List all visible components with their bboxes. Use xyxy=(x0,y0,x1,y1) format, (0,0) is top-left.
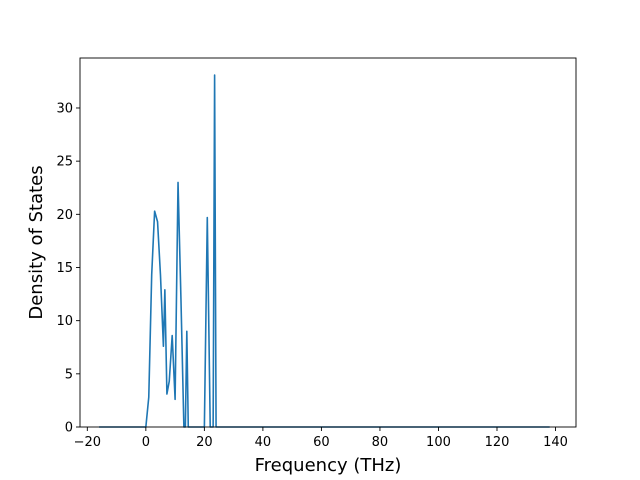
y-tick-label: 10 xyxy=(56,314,73,329)
x-tick-label: 80 xyxy=(372,435,389,450)
x-tick-label: 120 xyxy=(485,435,510,450)
x-tick-label: 0 xyxy=(142,435,150,450)
y-tick-label: 20 xyxy=(56,208,73,223)
y-tick-label: 30 xyxy=(56,101,73,116)
x-axis-ticks: −20 0 20 40 60 80 100 120 140 xyxy=(74,427,568,450)
y-tick-label: 0 xyxy=(65,421,73,436)
x-tick-label: 100 xyxy=(426,435,451,450)
x-tick-label: 140 xyxy=(543,435,568,450)
y-tick-label: 15 xyxy=(56,261,73,276)
y-tick-label: 5 xyxy=(65,367,73,382)
y-tick-label: 25 xyxy=(56,155,73,170)
axes-frame xyxy=(79,57,577,428)
x-tick-label: −20 xyxy=(74,435,101,450)
x-axis-label: Frequency (THz) xyxy=(255,455,402,476)
y-axis-ticks: 0 5 10 15 20 25 30 xyxy=(56,101,80,436)
x-tick-label: 40 xyxy=(255,435,272,450)
x-tick-label: 20 xyxy=(196,435,213,450)
x-tick-label: 60 xyxy=(313,435,330,450)
y-axis-label: Density of States xyxy=(26,165,47,319)
